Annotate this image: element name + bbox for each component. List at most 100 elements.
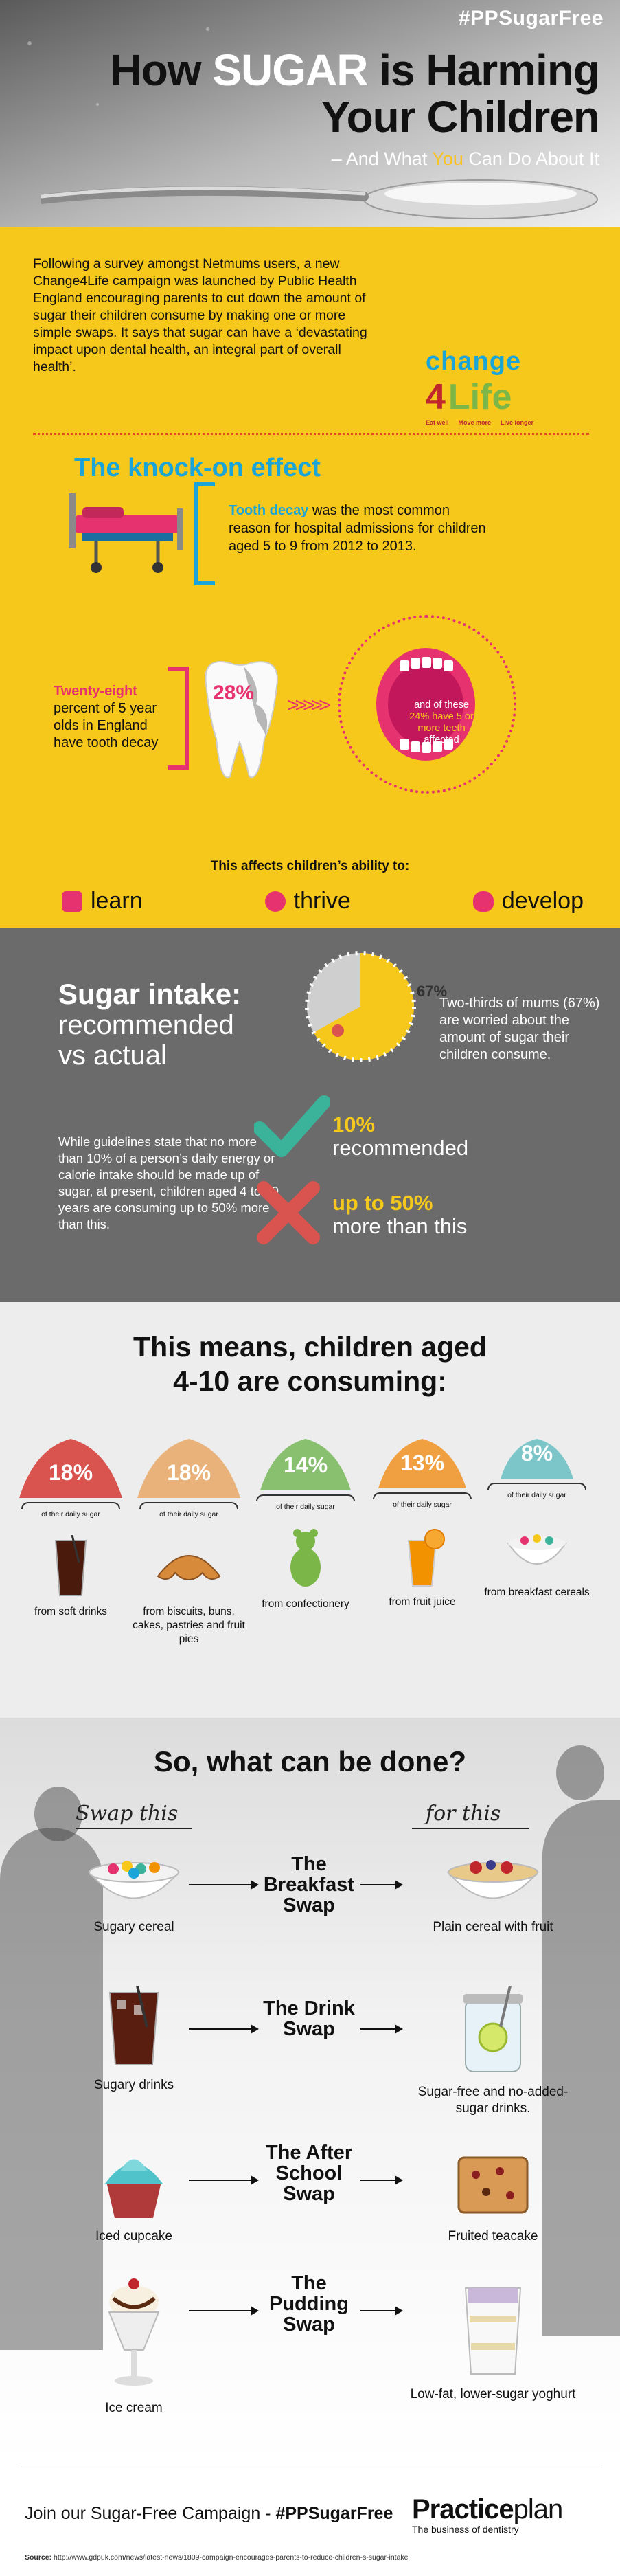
pink-bracket [168,667,189,770]
iced-cupcake-icon [105,2159,163,2218]
recommended-label: recommended [332,1136,469,1160]
cereal-bowl-icon [503,1516,571,1578]
tagline-live-longer: Live longer [501,419,534,426]
subtitle-prefix: – And What [331,148,428,169]
skill-thrive: thrive [264,888,351,915]
mouth-fact: and of these 24% have 5 or more teeth af… [407,699,476,746]
swap-to-label: Sugar-free and no-added-sugar drinks. [417,2085,569,2116]
brace [139,1502,238,1509]
sugar-intake-section: Sugar intake: recommended vs actual 67% … [0,928,620,1302]
sugar-source: 18% of their daily sugar from biscuits, bu… [127,1436,251,1646]
join-text: Join our Sugar-Free Campaign - [25,2504,271,2523]
actual-value: up to 50% [332,1191,467,1215]
title-suffix: is Harming [379,45,600,95]
intro-paragraph: Following a survey amongst Netmums users… [33,256,367,374]
actual-label: more than this [332,1214,468,1238]
sugar-speck [206,27,209,31]
skill-label: develop [501,888,584,914]
swap-to-item: Fruited teacake [404,2144,582,2245]
swap-to-label: Low-fat, lower-sugar yoghurt [410,2387,576,2401]
twenty-eight-fact: Twenty-eight percent of 5 year olds in E… [54,683,163,752]
actual-value-text: up to 50% [332,1191,433,1215]
skill-learn: learn [62,888,143,915]
sugar-source: 13% of their daily sugar from fruit juice [360,1436,484,1609]
fruited-teacake-icon [457,2156,529,2214]
change4life-word: change [426,347,522,376]
swap-name: The After School Swap [265,2142,353,2205]
mouth-highlight: 24% have 5 or more teeth [409,711,474,734]
join-hashtag[interactable]: #PPSugarFree [275,2504,393,2523]
skills-row: learn thrive develop [62,888,584,915]
daily-sugar-label: of their daily sugar [507,1491,566,1499]
swap-this-label: Swap this [76,1802,179,1826]
water-jar-icon [463,1985,523,2072]
logo-tagline: The business of dentistry [412,2524,519,2535]
arrow-icon [360,2306,403,2316]
strawberry-icon [332,1024,344,1037]
arrow-icon [189,2306,259,2316]
book-icon [62,891,82,912]
gummy-bear-icon [271,1527,340,1589]
consuming-title-line2: 4-10 are consuming: [173,1365,447,1397]
title-highlight: SUGAR [212,45,368,95]
change4life-number: 4 [426,377,446,417]
daily-sugar-label: of their daily sugar [276,1503,335,1511]
sugar-percent: 13% [400,1451,445,1475]
tagline-move-more: Move more [458,419,492,426]
arrow-icon [189,2024,259,2034]
sugar-speck [96,103,99,106]
brace [487,1483,586,1490]
croissant-icon [154,1535,223,1597]
arrow-icon [360,1880,403,1890]
for-this-label: for this [426,1802,501,1826]
swap-from-label: Ice cream [105,2401,163,2415]
change4life-life: Life [448,377,512,417]
guidelines-paragraph: While guidelines state that no more than… [58,1134,279,1231]
intake-title-line2: recommended [58,1010,234,1040]
swap-to-item: Sugar-free and no-added-sugar drinks. [404,1985,582,2117]
twenty-eight-highlight: Twenty-eight [54,684,137,699]
sugar-source-label: from confectionery [262,1598,349,1610]
tooth-decay-highlight: Tooth decay [229,503,309,518]
plain-cereal-fruit-icon [446,1860,540,1899]
mouth-circle [338,615,516,794]
sugar-percent: 18% [166,1460,211,1485]
child-silhouette-left [0,1828,103,2350]
brace [21,1502,120,1509]
pie-percent-label: 67% [417,983,448,1000]
sugar-source-label: from breakfast cereals [484,1587,590,1598]
sugar-mound: 18% [137,1436,240,1498]
practiceplan-logo: Practiceplan The business of dentistry [412,2494,564,2535]
logo-bold: Practice [412,2494,514,2524]
logo-light: plan [513,2494,564,2524]
sugar-source: 8% of their daily sugar from breakfast cer… [475,1436,599,1600]
subtitle-suffix: Can Do About It [468,148,599,169]
brace [256,1494,355,1501]
logo-name: Practiceplan [412,2494,564,2525]
source-link[interactable]: http://www.gdpuk.com/news/latest-news/18… [54,2553,409,2562]
mouth-suffix: affected [424,735,459,746]
sugar-pile-icon [501,1439,573,1479]
skill-label: learn [91,888,143,914]
swap-from-item: Ice cream [62,2274,206,2417]
swap-from-item: Sugary cereal [62,1848,206,1936]
swap-title: So, what can be done? [153,1745,467,1778]
swap-from-label: Sugary drinks [93,2078,174,2092]
tooth-icon [205,661,278,779]
swap-to-item: Low-fat, lower-sugar yoghurt [404,2274,582,2403]
cake-frosting [305,951,416,1062]
daily-sugar-label: of their daily sugar [393,1501,452,1509]
knock-on-title: The knock-on effect [74,453,321,482]
child-head-left [34,1787,82,1841]
affects-heading: This affects children’s ability to: [210,859,410,873]
consuming-section: This means, children aged 4-10 are consu… [0,1302,620,1718]
sugar-mound: 8% [501,1436,573,1479]
sugary-drink-icon [108,1985,159,2065]
sugar-mound: 13% [378,1436,466,1488]
swap-from-item: Iced cupcake [62,2144,206,2245]
sugar-mound: 14% [260,1436,351,1490]
intake-title-line3: vs actual [58,1040,167,1071]
soft-drink-icon [36,1534,105,1597]
skill-develop: develop [472,888,584,915]
arrow-icon [189,1880,259,1890]
